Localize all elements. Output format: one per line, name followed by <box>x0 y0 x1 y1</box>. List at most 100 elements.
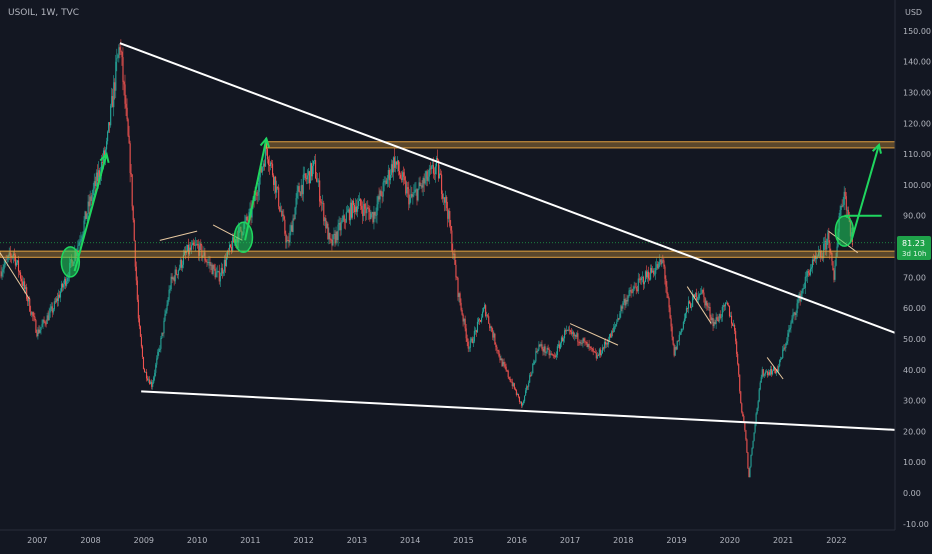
candle-body <box>603 341 606 349</box>
candle-body <box>322 203 324 204</box>
candle-body <box>781 357 783 359</box>
candle-body <box>373 211 375 223</box>
candle-body <box>356 206 358 212</box>
candle-body <box>631 292 633 294</box>
candle-body <box>130 172 132 175</box>
candle-body <box>782 349 784 358</box>
candle-body <box>839 209 841 217</box>
candle-body <box>371 212 373 214</box>
candle-body <box>568 329 570 331</box>
candle-body <box>756 408 758 414</box>
candle-body <box>686 308 689 309</box>
candle-body <box>64 278 66 285</box>
candle-body <box>745 430 747 440</box>
x-tick-label: 2017 <box>560 536 580 545</box>
candle-body <box>188 244 190 255</box>
candle-body <box>321 202 323 204</box>
candle-body <box>841 205 843 207</box>
candle-body <box>690 303 692 308</box>
candle-body <box>114 82 116 91</box>
candle-body <box>840 205 842 210</box>
candle-body <box>733 324 735 326</box>
x-tick-label: 2018 <box>613 536 633 545</box>
candle-body <box>625 300 627 306</box>
candle-body <box>805 276 807 278</box>
candle-body <box>359 198 361 202</box>
candle-body <box>663 260 665 267</box>
candle-body <box>376 204 378 216</box>
candle-body <box>119 47 121 50</box>
candle-body <box>103 150 106 156</box>
candle-body <box>421 185 423 188</box>
last-price-tag: 81.23 3d 10h <box>897 236 931 260</box>
candle-body <box>744 422 746 431</box>
candle-body <box>257 191 259 196</box>
candle-body <box>301 185 303 195</box>
candle-body <box>503 361 505 365</box>
candle-body <box>81 236 83 240</box>
candle-body <box>719 314 721 318</box>
candle-body <box>133 219 135 241</box>
candle-body <box>620 306 622 314</box>
candle-body <box>272 163 274 176</box>
candle-body <box>830 252 832 254</box>
candle-body <box>784 347 786 349</box>
candle-body <box>312 160 315 166</box>
candle-body <box>667 293 669 298</box>
x-tick-label: 2021 <box>773 536 793 545</box>
candle-body <box>424 178 426 184</box>
candle-body <box>804 276 806 289</box>
candle-body <box>712 318 714 327</box>
candle-body <box>63 284 65 288</box>
candle-body <box>499 356 501 361</box>
candle-body <box>375 215 377 217</box>
candle-body <box>485 305 487 316</box>
candle-body <box>209 262 211 266</box>
candle-body <box>619 313 621 319</box>
candle-body <box>565 330 567 332</box>
y-tick-label: 130.00 <box>903 88 931 97</box>
candle-body <box>576 333 578 337</box>
candle-body <box>369 211 371 220</box>
candle-body <box>577 333 579 342</box>
resistance-band <box>265 141 896 149</box>
candle-body <box>32 312 34 317</box>
candle-body <box>516 393 518 395</box>
candle-body <box>264 146 266 167</box>
candle-body <box>328 232 330 240</box>
candle-body <box>659 259 661 263</box>
candle-body <box>105 149 107 156</box>
candle-body <box>355 206 357 213</box>
candle-body <box>600 353 602 356</box>
candle-body <box>182 255 184 265</box>
candle-body <box>794 312 796 315</box>
candle-body <box>326 223 328 229</box>
candle-body <box>286 240 288 243</box>
candle-body <box>97 170 99 182</box>
candle-body <box>767 372 769 376</box>
candle-body <box>357 206 359 212</box>
candle-body <box>611 331 613 338</box>
candle-body <box>575 334 577 337</box>
candle-body <box>722 305 724 307</box>
candle-body <box>256 195 258 196</box>
candle-body <box>191 245 193 250</box>
candle-body <box>66 281 68 286</box>
candle-body <box>382 182 384 197</box>
candle-body <box>348 209 350 221</box>
candle-body <box>395 161 398 165</box>
candle-body <box>811 259 814 268</box>
candle-body <box>637 278 639 292</box>
candle-body <box>117 54 119 58</box>
candle-body <box>1 272 3 277</box>
candle-body <box>223 259 225 272</box>
candle-body <box>17 260 20 272</box>
candle-body <box>173 277 175 282</box>
candle-body <box>567 330 569 331</box>
candle-body <box>192 242 194 246</box>
candle-body <box>46 315 48 324</box>
candle-body <box>98 170 100 178</box>
candle-body <box>550 353 552 355</box>
